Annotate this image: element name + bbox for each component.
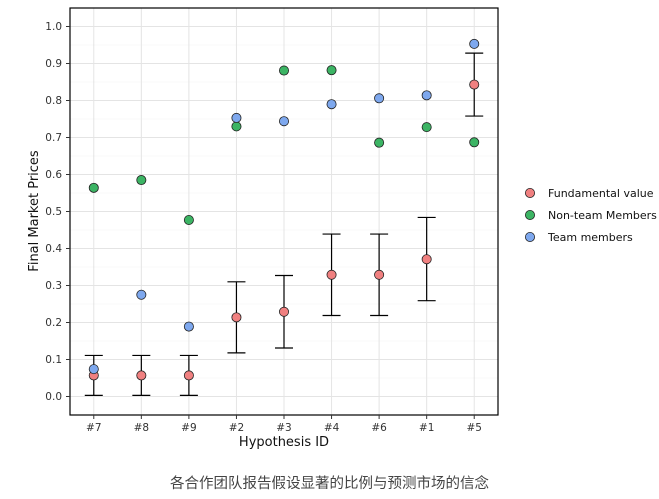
y-tick-label: 0.6 [45, 169, 62, 181]
y-tick-label: 0.5 [45, 206, 62, 218]
x-tick-label: #1 [419, 422, 434, 434]
data-point-series-1 [278, 306, 289, 317]
data-point-series-3 [421, 90, 432, 101]
data-point-series-1 [183, 370, 194, 381]
data-point-series-3 [326, 99, 337, 110]
data-point-series-2 [231, 121, 242, 132]
figure-caption: 各合作团队报告假设显著的比例与预测市场的信念 [170, 476, 489, 492]
legend-label: Team members [547, 231, 633, 244]
x-tick-label: #4 [324, 422, 340, 434]
x-tick-label: #6 [371, 422, 387, 434]
data-point-series-2 [326, 65, 337, 76]
data-point-series-1 [326, 269, 337, 280]
data-point-series-2 [278, 65, 289, 76]
data-point-series-2 [421, 122, 432, 133]
y-tick-label: 0.9 [45, 58, 62, 70]
x-axis: #7 #8 #9 #2 #3 #4 #6 #1 #5 [86, 415, 482, 434]
legend-label: Fundamental value [548, 187, 654, 200]
y-tick-label: 0.8 [45, 95, 62, 107]
data-point-series-1 [469, 79, 480, 90]
legend-marker [525, 187, 536, 198]
data-point-series-1 [374, 269, 385, 280]
legend-marker [525, 231, 536, 242]
data-point-series-3 [88, 364, 99, 375]
data-point-series-2 [136, 175, 147, 186]
y-tick-label: 1.0 [45, 21, 62, 33]
data-point-series-1 [421, 254, 432, 265]
x-tick-label: #2 [229, 422, 244, 434]
y-tick-label: 0.7 [45, 132, 62, 144]
legend-label: Non-team Members [548, 209, 657, 222]
data-point-series-2 [88, 182, 99, 193]
data-point-series-3 [231, 112, 242, 123]
data-point-series-3 [136, 289, 147, 300]
x-tick-label: #8 [134, 422, 149, 434]
y-axis-title: Final Market Prices [27, 150, 42, 272]
x-tick-label: #3 [276, 422, 291, 434]
data-point-series-3 [183, 321, 194, 332]
data-point-series-3 [278, 116, 289, 127]
legend: Fundamental value Non-team Members Team me… [525, 187, 657, 244]
y-tick-label: 0.0 [45, 391, 62, 403]
x-tick-label: #5 [466, 422, 481, 434]
y-tick-label: 0.2 [45, 317, 62, 329]
y-axis: 0.0 0.1 0.2 0.3 0.4 0.5 0.6 0.7 0.8 0.9 1.0 [45, 21, 70, 403]
data-point-series-1 [136, 370, 147, 381]
x-tick-label: #9 [181, 422, 196, 434]
x-tick-label: #7 [86, 422, 101, 434]
y-tick-label: 0.1 [45, 354, 62, 366]
chart: 0.0 0.1 0.2 0.3 0.4 0.5 0.6 0.7 0.8 0.9 1.0 #7 #8 #9… [27, 7, 657, 450]
data-point-series-3 [374, 93, 385, 104]
data-points [88, 38, 480, 381]
data-point-series-3 [469, 38, 480, 49]
data-point-series-2 [183, 215, 194, 226]
x-axis-title: Hypothesis ID [239, 435, 329, 450]
data-point-series-2 [469, 137, 480, 148]
legend-marker [525, 209, 536, 220]
y-tick-label: 0.4 [45, 243, 62, 255]
data-point-series-2 [374, 137, 385, 148]
data-point-series-1 [231, 312, 242, 323]
y-tick-label: 0.3 [45, 280, 62, 292]
